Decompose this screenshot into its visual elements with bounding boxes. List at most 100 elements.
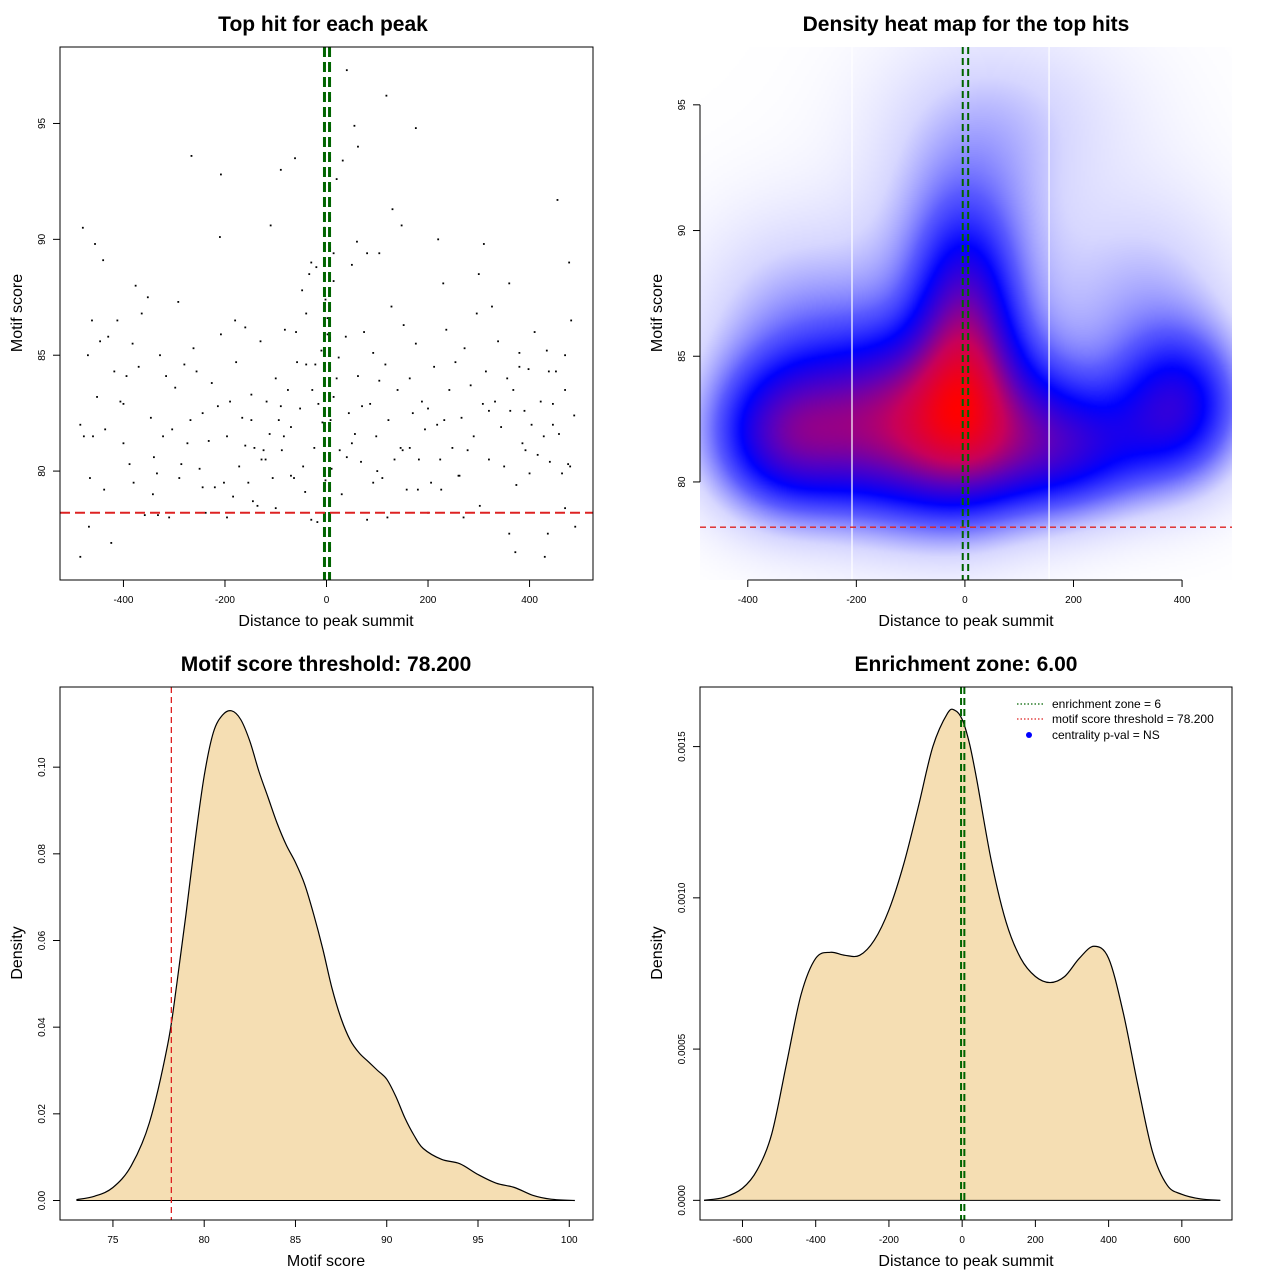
scatter-point (347, 412, 350, 415)
scatter-point (305, 363, 308, 366)
scatter-point (171, 428, 174, 431)
scatter-point (381, 477, 384, 479)
scatter-point (293, 477, 295, 479)
scatter-point (250, 419, 253, 421)
scatter-point (399, 447, 402, 449)
scatter-point (345, 69, 348, 72)
y-tick-label: 0.10 (37, 757, 48, 777)
x-tick-label: 0 (959, 1235, 965, 1246)
y-tick-label: 90 (37, 233, 48, 245)
scatter-point (279, 405, 282, 408)
scatter-point (143, 514, 146, 517)
scatter-point (317, 402, 320, 405)
panel-scatter: Top hit for each peak -400 -200 0 200 400 80… (9, 13, 594, 630)
plot-frame (59, 686, 594, 1221)
scatter-point (564, 507, 566, 510)
legend-entry-threshold: motif score threshold = 78.200 (1052, 712, 1214, 726)
scatter-point (387, 419, 390, 421)
scatter-point (430, 481, 432, 484)
scatter-point (99, 340, 102, 343)
scatter-point (165, 375, 167, 377)
y-tick-label: 95 (677, 99, 688, 111)
legend: enrichment zone = 6 motif score threshol… (1017, 697, 1214, 742)
scatter-point (89, 477, 91, 479)
scatter-point (113, 370, 116, 373)
scatter-point (162, 435, 164, 438)
scatter-point (414, 342, 417, 345)
scatter-point (469, 384, 472, 387)
scatter-point (274, 377, 277, 380)
legend-entry-enrichment: enrichment zone = 6 (1052, 697, 1161, 711)
scatter-point (508, 282, 511, 285)
density-area (703, 708, 1221, 1201)
x-tick-label: -400 (738, 595, 758, 606)
scatter-point (354, 433, 356, 435)
scatter-point (81, 226, 84, 229)
scatter-point (414, 127, 417, 130)
scatter-point (137, 365, 140, 368)
scatter-point (547, 370, 550, 373)
x-axis-label: Distance to peak summit (878, 613, 1054, 630)
x-axis-ticks: 75 80 85 90 95 100 (107, 1220, 578, 1246)
scatter-point (356, 240, 358, 243)
scatter-point (521, 442, 524, 445)
chart-title: Density heat map for the top hits (803, 13, 1130, 36)
scatter-point (484, 370, 487, 373)
scatter-point (462, 516, 465, 519)
scatter-point (326, 317, 329, 320)
scatter-point (241, 416, 244, 419)
scatter-point (385, 94, 388, 97)
scatter-point (102, 259, 105, 262)
scatter-point (569, 465, 572, 468)
scatter-point (204, 511, 207, 514)
density-curve (703, 708, 1221, 1201)
scatter-point (110, 542, 113, 544)
reference-lines (700, 47, 1232, 580)
scatter-point (279, 168, 282, 171)
scatter-point (518, 365, 521, 368)
panel-heatmap: Density heat map for the top hits -400 -2… (649, 13, 1232, 630)
scatter-point (555, 370, 557, 373)
scatter-point (330, 467, 333, 470)
scatter-point (402, 324, 405, 326)
scatter-point (369, 402, 372, 405)
y-axis-ticks: 0.00 0.02 0.04 0.06 0.08 0.10 (37, 757, 60, 1210)
scatter-point (524, 449, 527, 452)
scatter-point (488, 458, 490, 461)
scatter-point (134, 284, 137, 287)
scatter-point (454, 361, 457, 364)
scatter-point (277, 419, 280, 421)
scatter-point (509, 409, 512, 412)
y-tick-label: 0.0005 (677, 1033, 688, 1064)
scatter-point (548, 460, 551, 463)
scatter-point (558, 433, 560, 435)
scatter-point (226, 435, 228, 438)
scatter-point (235, 361, 238, 364)
scatter-point (229, 400, 231, 403)
scatter-point (321, 421, 324, 424)
scatter-point (262, 449, 265, 452)
density-heatmap (700, 47, 1232, 580)
scatter-point (259, 340, 262, 343)
legend-swatch-centrality (1026, 732, 1032, 738)
x-tick-label: 0 (962, 595, 968, 606)
y-axis-label: Motif score (9, 274, 26, 352)
scatter-point (411, 412, 414, 415)
scatter-point (533, 331, 536, 333)
scatter-point (332, 252, 335, 255)
scatter-point (375, 435, 378, 438)
x-tick-label: 90 (381, 1235, 393, 1246)
x-axis-ticks: -400 -200 0 200 400 (113, 580, 538, 606)
x-tick-label: -400 (806, 1235, 826, 1246)
scatter-point (128, 463, 131, 466)
scatter-point (326, 333, 329, 336)
scatter-point (440, 488, 443, 491)
scatter-point (332, 280, 335, 282)
scatter-point (264, 458, 267, 461)
scatter-point (497, 340, 499, 343)
y-tick-label: 85 (677, 350, 688, 362)
x-tick-label: 85 (290, 1235, 302, 1246)
scatter-point (445, 328, 448, 331)
scatter-point (310, 518, 313, 521)
scatter-point (546, 532, 549, 535)
